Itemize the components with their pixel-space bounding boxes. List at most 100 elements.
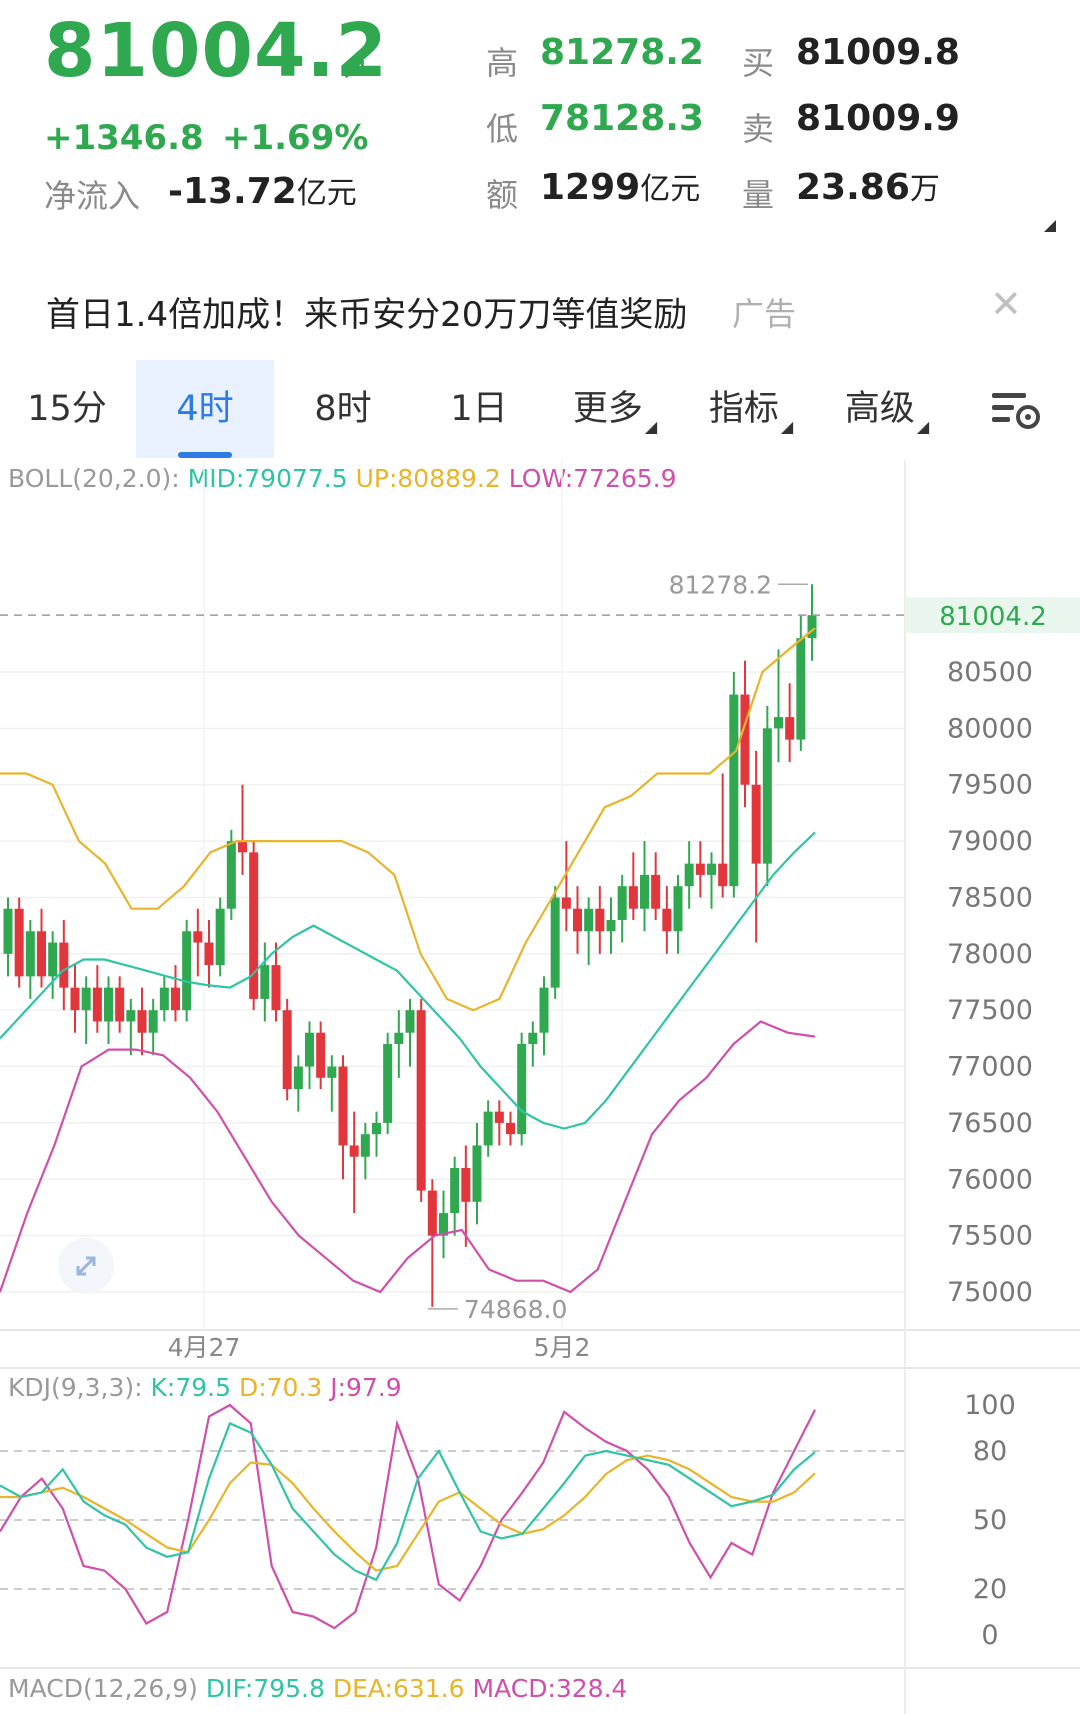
expand-corner-icon[interactable] [1044, 220, 1056, 232]
ask-label: 卖 [742, 110, 775, 148]
high-label: 高 [486, 44, 519, 82]
tab-label: 1日 [450, 389, 508, 429]
candle-body [260, 965, 270, 999]
tab-label: 15分 [27, 389, 107, 429]
amount-label: 额 [486, 176, 519, 214]
price-tick-label: 76500 [947, 1108, 1033, 1139]
candle-body [651, 874, 661, 909]
candle-body [282, 1010, 292, 1090]
time-tick-label: 4月27 [168, 1333, 241, 1362]
candle-body [238, 841, 247, 853]
candle-body [92, 987, 102, 1022]
tab-label: 8时 [314, 389, 372, 429]
volume-label: 量 [742, 176, 775, 214]
boll-upper-line [0, 627, 816, 1012]
candle-body [271, 965, 281, 1011]
price-tick-label: 77000 [947, 1052, 1033, 1083]
candle-body [416, 1010, 426, 1191]
volume-value: 23.86万 [796, 164, 940, 208]
tab-advanced[interactable]: 高级 ◢ [820, 360, 954, 458]
amount-unit: 亿元 [640, 172, 701, 207]
tab-8h[interactable]: 8时 [276, 360, 410, 458]
ad-banner-text[interactable]: 首日1.4倍加成！来币安分20万刀等值奖励 [46, 295, 688, 335]
boll-up: UP:80889.2 [355, 464, 501, 493]
volume-unit: 万 [909, 172, 940, 207]
candle-body [3, 908, 13, 954]
netflow-value: -13.72亿元 [168, 168, 357, 212]
candle-body [293, 1066, 303, 1090]
candle-body [483, 1111, 493, 1146]
candle-body [193, 931, 203, 943]
candle-body [707, 863, 716, 875]
macd-dif: DIF:795.8 [205, 1674, 325, 1703]
candle-body [539, 987, 549, 1033]
macd-name: MACD(12,26,9) [8, 1674, 198, 1703]
candle-body [662, 908, 672, 932]
candle-body [517, 1044, 527, 1135]
dropdown-caret-icon: ◢ [916, 417, 930, 436]
tab-4h[interactable]: 4时 [136, 360, 274, 458]
kdj-k: K:79.5 [150, 1373, 231, 1402]
price-tick-label: 80000 [947, 713, 1033, 744]
kdj-j-line [0, 1403, 816, 1630]
min-price-label: 74868.0 [464, 1295, 567, 1324]
candle-body [427, 1190, 437, 1236]
candle-body [115, 987, 125, 1022]
price-tick-label: 79000 [947, 826, 1033, 857]
tab-label: 更多 [572, 389, 643, 429]
candle-body [751, 784, 761, 864]
candle-body [394, 1032, 404, 1044]
price-tick-label: 75500 [947, 1221, 1033, 1252]
ad-tag: 广告 [732, 295, 797, 333]
candle-body [305, 1032, 314, 1067]
price-change: +1346.8 [44, 118, 204, 158]
tab-1d[interactable]: 1日 [412, 360, 546, 458]
candle-body [14, 908, 24, 977]
candle-body [684, 863, 694, 887]
boll-name: BOLL(20,2.0): [8, 464, 180, 493]
tab-indicators[interactable]: 指标 ◢ [684, 360, 818, 458]
candle-body [182, 931, 192, 1011]
low-value: 78128.3 [540, 98, 704, 139]
candle-body [126, 1010, 136, 1022]
tab-label: 指标 [708, 389, 779, 429]
boll-low: LOW:77265.9 [508, 464, 677, 493]
bid-value: 81009.8 [796, 32, 960, 73]
candle-body [171, 987, 180, 1011]
candle-body [584, 908, 594, 932]
candle-body [349, 1145, 359, 1157]
ask-value: 81009.9 [796, 98, 960, 139]
kdj-tick-label: 50 [973, 1505, 1007, 1536]
timeframe-tabs: 15分 4时 8时 1日 更多 ◢ 指标 ◢ 高级 ◢ [0, 360, 1080, 460]
chart-settings-icon[interactable] [966, 360, 1066, 458]
boll-lower-line [0, 1020, 816, 1294]
candle-body [528, 1032, 538, 1044]
candle-body [37, 931, 46, 977]
tab-15m[interactable]: 15分 [0, 360, 134, 458]
kline-chart[interactable]: 75000 75500 76000 76500 77000 77500 78000 78500… [0, 460, 1080, 1714]
close-icon[interactable]: ✕ [990, 282, 1022, 326]
candle-body [70, 987, 80, 1011]
candle-body [450, 1168, 460, 1214]
current-price-tag [905, 597, 1080, 634]
candle-body [360, 1134, 370, 1157]
candle-body [785, 717, 795, 740]
candle-body [59, 942, 69, 988]
candle-body [762, 728, 772, 864]
amount-value: 1299亿元 [540, 164, 700, 208]
candle-body [327, 1066, 337, 1078]
boll-mid: MID:79077.5 [187, 464, 348, 493]
last-price: 81004.2 [44, 8, 389, 94]
candle-body [472, 1145, 482, 1202]
candle-body [316, 1032, 326, 1078]
macd-value: MACD:328.4 [472, 1674, 628, 1703]
macd-legend: MACD(12,26,9) DIF:795.8 DEA:631.6 MACD:3… [8, 1674, 627, 1703]
expand-icon[interactable] [58, 1238, 114, 1294]
candle-body [695, 863, 705, 875]
candle-body [573, 908, 582, 932]
up-right-arrow-icon: ↗ [340, 48, 369, 88]
expand-glyph [76, 1256, 96, 1276]
kdj-tick-label: 20 [973, 1574, 1007, 1605]
candle-body [383, 1044, 393, 1123]
tab-more[interactable]: 更多 ◢ [548, 360, 682, 458]
